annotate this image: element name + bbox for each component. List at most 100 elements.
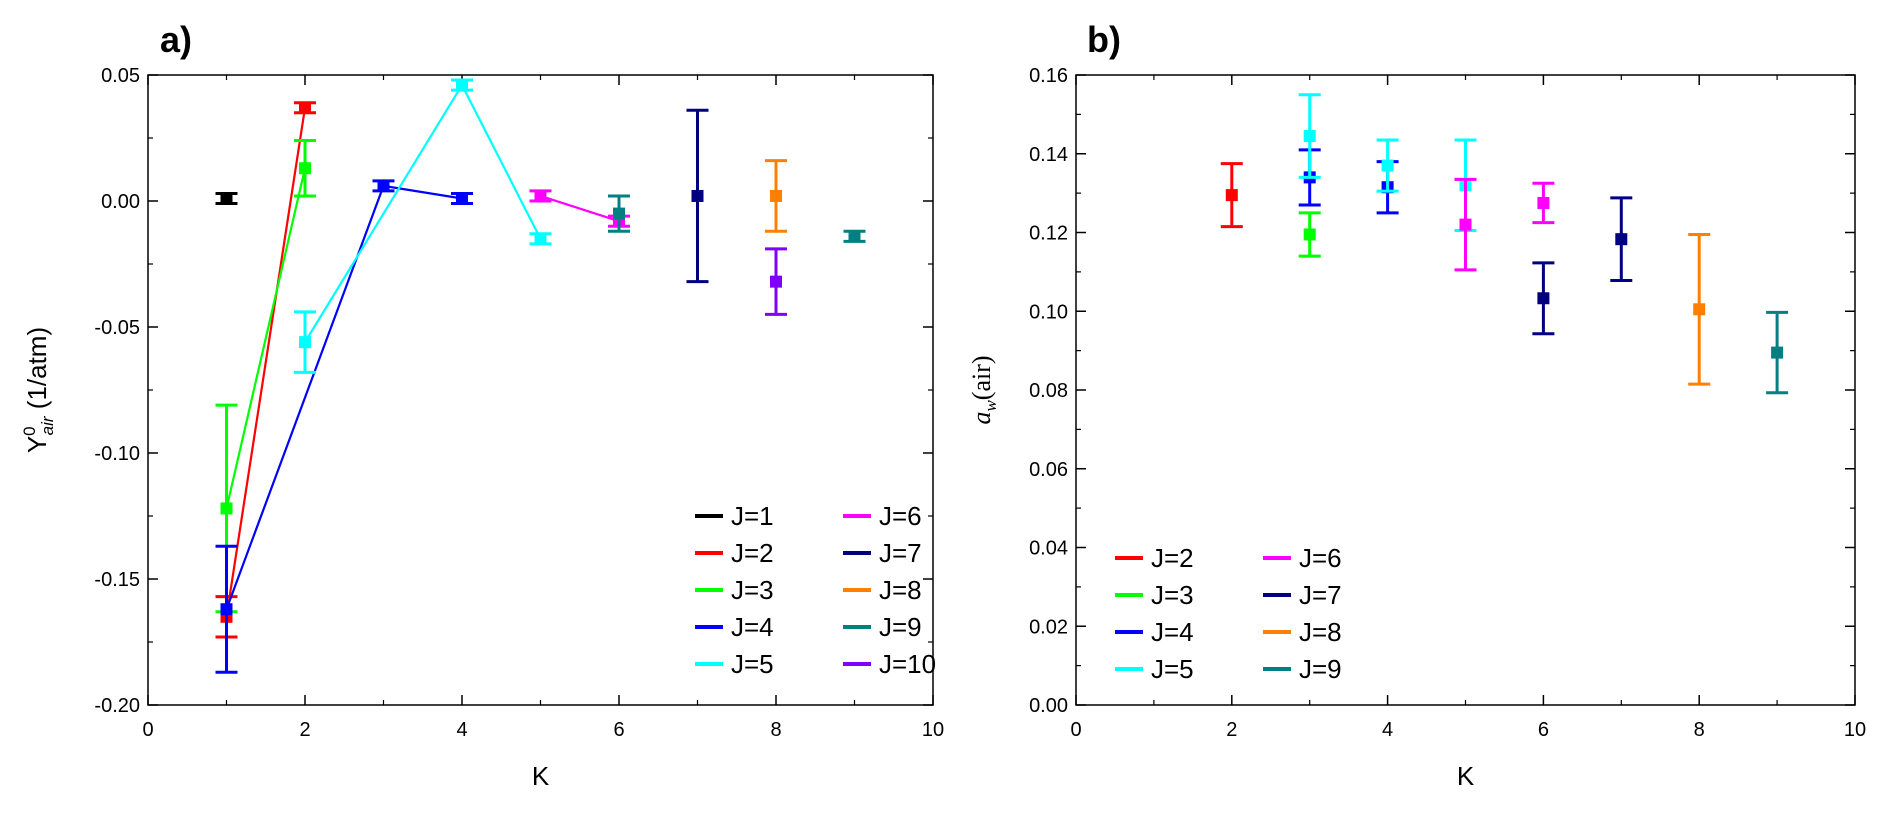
data-point — [1615, 233, 1628, 246]
data-point — [220, 192, 233, 205]
series-j-7 — [686, 108, 709, 284]
data-point — [770, 275, 782, 288]
series-j-6 — [1454, 177, 1555, 272]
data-point — [1381, 159, 1394, 172]
y-tick-label: -0.15 — [94, 569, 140, 591]
data-point — [1303, 130, 1316, 143]
series-line — [225, 107, 307, 617]
legend-label: J=7 — [879, 538, 922, 568]
y-axis-title: aw(air) — [967, 355, 1000, 424]
series-j-7 — [1532, 196, 1633, 336]
series-j-4 — [1298, 148, 1399, 215]
series-j-3 — [215, 139, 316, 614]
x-tick-label: 2 — [299, 719, 310, 741]
data-point — [456, 192, 468, 205]
legend-label: J=4 — [731, 612, 774, 642]
y-axis-title-unit: (1/atm) — [22, 327, 52, 417]
legend-label: J=8 — [879, 575, 922, 605]
panel-b: b) 0 2 4 6 8 10 0.00 0.02 0.04 0.06 0.08 0.10 0.12 0.1… — [967, 19, 1866, 791]
legend: J=1 J=2 J=3 J=4 J=5 J=6 J=7 J=8 J=9 J=10 — [695, 501, 936, 679]
series-j-9 — [608, 194, 866, 243]
y-tick-label: -0.05 — [94, 317, 140, 339]
data-point — [220, 603, 233, 616]
y-tick-label: -0.20 — [94, 695, 140, 717]
series-j-5 — [294, 78, 552, 374]
data-point — [299, 101, 311, 114]
legend-label: J=2 — [1151, 543, 1194, 573]
x-axis-title: K — [532, 761, 550, 791]
x-tick-label: 4 — [456, 719, 467, 741]
y-axis-title-sub: air — [38, 415, 57, 435]
y-tick-label: 0.05 — [101, 65, 140, 87]
y-tick-label: 0.10 — [1029, 301, 1068, 323]
data-point — [848, 230, 861, 243]
data-point — [1771, 346, 1784, 359]
data-point — [1537, 292, 1550, 305]
legend-label: J=5 — [1151, 654, 1194, 684]
legend-label: J=5 — [731, 649, 774, 679]
x-tick-label: 4 — [1382, 719, 1393, 741]
data-point — [299, 162, 311, 175]
series-j-8 — [1688, 232, 1711, 386]
x-tick-label: 0 — [142, 719, 153, 741]
legend-label: J=3 — [1151, 580, 1194, 610]
legend-label: J=2 — [731, 538, 774, 568]
legend-label: J=10 — [879, 649, 936, 679]
y-tick-label: 0.08 — [1029, 380, 1068, 402]
panel-label: b) — [1087, 19, 1121, 60]
y-axis-title: Y0air (1/atm) — [20, 327, 57, 453]
legend-label: J=4 — [1151, 617, 1194, 647]
y-tick-label: -0.10 — [94, 443, 140, 465]
series-j-10 — [765, 247, 787, 316]
y-axis-title-sub: w — [981, 400, 1000, 412]
data-point — [1537, 196, 1550, 209]
series-j-8 — [765, 159, 787, 233]
y-tick-label: 0.16 — [1029, 65, 1068, 87]
y-tick-label: 0.06 — [1029, 459, 1068, 481]
legend-label: J=8 — [1299, 617, 1342, 647]
y-tick-label: 0.14 — [1029, 144, 1068, 166]
legend-label: J=9 — [1299, 654, 1342, 684]
data-point — [1225, 189, 1238, 202]
plot-frame — [147, 74, 934, 706]
x-tick-label: 6 — [1538, 719, 1549, 741]
legend-label: J=3 — [731, 575, 774, 605]
series-j-1 — [215, 191, 238, 206]
data-point — [1459, 218, 1472, 231]
y-axis-title-sup: 0 — [20, 426, 39, 435]
data-point — [770, 189, 782, 202]
y-tick-label: 0.12 — [1029, 223, 1068, 245]
data-point — [1693, 303, 1706, 316]
legend-label: J=9 — [879, 612, 922, 642]
panel-a: a)0 2 4 6 8 10-0.20-0.15-0.10-0.050.000.05KY0… — [20, 19, 944, 791]
y-tick-label: 0.00 — [101, 191, 140, 213]
x-tick-label: 0 — [1070, 719, 1081, 741]
y-tick-label: 0.00 — [1029, 695, 1068, 717]
x-axis-title: K — [1457, 761, 1475, 791]
y-axis-title-main: a — [967, 412, 996, 425]
series-j-5 — [1298, 93, 1477, 233]
y-axis-title-main: Y — [22, 436, 52, 453]
x-tick-label: 2 — [1226, 719, 1237, 741]
series-line — [225, 167, 307, 509]
x-tick-label: 10 — [1844, 719, 1866, 741]
data-point — [534, 189, 547, 202]
data-point — [534, 232, 547, 245]
x-tick-label: 10 — [922, 719, 944, 741]
panel-label: a) — [160, 19, 192, 60]
legend-label: J=6 — [879, 501, 922, 531]
data-point — [613, 207, 625, 220]
data-point — [299, 336, 311, 349]
series-j-4 — [215, 179, 473, 674]
y-tick-label: 0.04 — [1029, 538, 1068, 560]
x-tick-label: 8 — [770, 719, 781, 741]
series-j-9 — [1766, 310, 1789, 395]
legend-label: J=6 — [1299, 543, 1342, 573]
series-line — [540, 194, 620, 223]
x-tick-label: 8 — [1694, 719, 1705, 741]
data-point — [1303, 228, 1316, 241]
data-point — [691, 189, 704, 202]
x-tick-label: 6 — [613, 719, 624, 741]
data-point — [220, 502, 233, 515]
